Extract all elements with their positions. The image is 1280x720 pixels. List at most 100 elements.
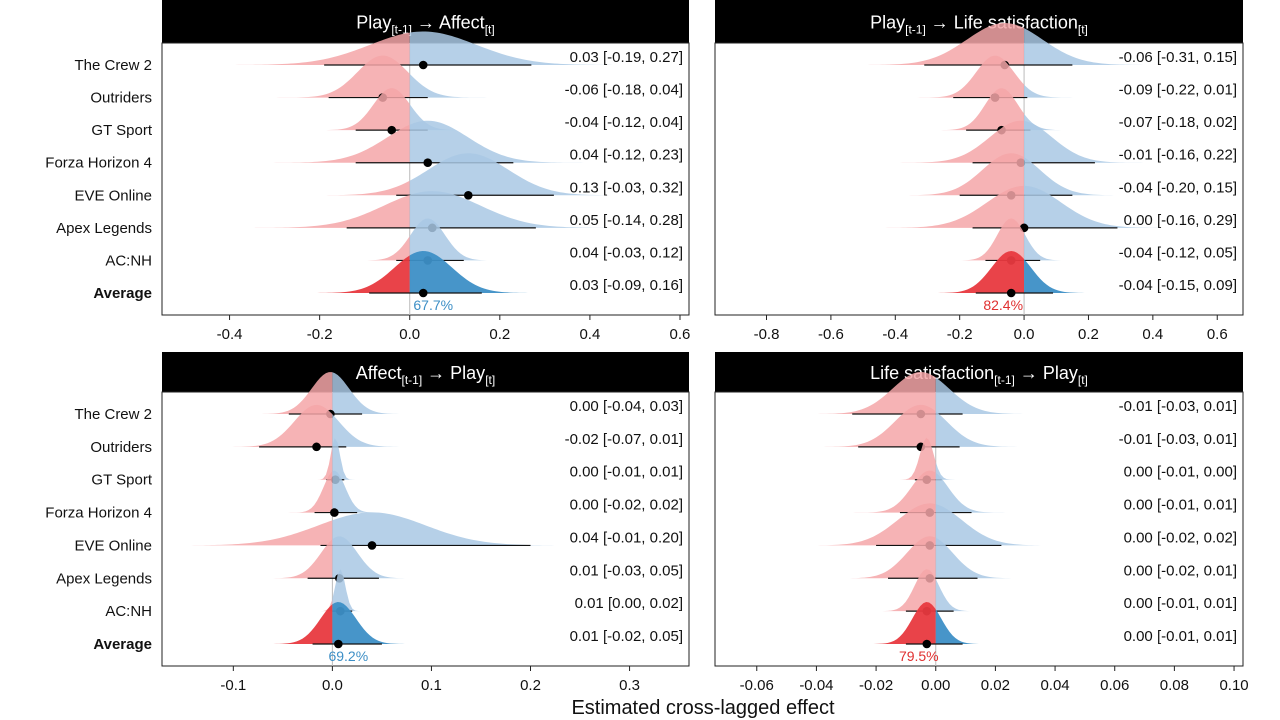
title-part: → Life satisfaction [926,13,1078,33]
panel-3: Affect[t-1] → Play[t] -0.1 0.0 0.1 0.2 0.3 0.0… [45,352,690,694]
density-positive [332,512,689,546]
x-tick-label: 0.2 [489,326,510,343]
estimate-label: -0.04 [-0.12, 0.05] [1119,244,1237,261]
density-negative [715,404,936,447]
density-positive [935,504,1243,546]
row-the-crew-2: 0.03 [-0.19, 0.27] The Crew 2 [74,31,689,74]
estimate-label: 0.01 [-0.03, 0.05] [570,562,683,579]
estimate-label: 0.00 [-0.02, 0.02] [570,497,683,514]
row-outriders: -0.02 [-0.07, 0.01] Outriders [90,404,689,456]
row-label: AC:NH [105,603,152,620]
point-estimate [418,60,428,70]
row-average: -0.04 [-0.15, 0.09] 82.4% [715,251,1243,313]
density-positive [332,372,689,414]
estimate-label: 0.01 [0.00, 0.02] [575,595,683,612]
density-positive [1024,28,1243,65]
title-part: → Affect [412,13,485,33]
point-estimate [334,639,343,649]
panel-header [162,352,689,392]
x-tick-label: 0.0 [322,677,343,694]
estimate-label: -0.01 [-0.03, 0.01] [1119,398,1237,415]
x-tick-label: 0.0 [1014,326,1035,343]
estimate-label: -0.04 [-0.12, 0.04] [565,114,683,131]
estimate-label: -0.04 [-0.20, 0.15] [1119,179,1237,196]
row-label: Outriders [90,439,152,456]
row-label: Average [93,285,152,302]
density-negative [162,124,410,163]
row-label: Apex Legends [56,220,152,237]
density-negative [715,503,936,546]
density-positive [332,602,689,644]
x-tick-label: -0.06 [740,677,774,694]
estimate-label: 0.04 [-0.12, 0.23] [570,147,683,164]
density-negative [162,55,410,98]
plot-frame [714,391,1244,667]
density-positive [1024,259,1243,293]
point-estimate [312,442,321,452]
row-apex-legends: 0.00 [-0.02, 0.01] [715,536,1243,583]
title-part: Life satisfaction [870,363,994,383]
x-tick-label: -0.1 [220,677,246,694]
probability-label: 67.7% [413,297,453,313]
density-negative [162,471,333,513]
x-tick-label: 0.4 [1142,326,1163,343]
x-tick-label: 0.1 [421,677,442,694]
density-positive [935,537,1243,579]
x-tick-label: -0.4 [882,326,908,343]
estimate-label: -0.06 [-0.31, 0.15] [1119,49,1237,66]
density-positive [1024,157,1243,196]
point-estimate [330,508,339,517]
row-label: AC:NH [105,252,152,269]
x-tick-label: -0.04 [799,677,833,694]
density-negative [715,437,936,480]
x-tick-label: -0.6 [818,326,844,343]
x-tick-label: -0.8 [754,326,780,343]
density-positive [409,120,689,163]
density-negative [162,180,410,196]
density-negative [162,32,410,65]
probability-label: 69.2% [328,648,368,664]
panel-2: Play[t-1] → Life satisfaction[t] -0.8 -0.6… [714,0,1244,343]
row-label: The Crew 2 [74,406,152,423]
panel-header [715,352,1243,392]
row-forza-horizon-4: 0.04 [-0.12, 0.23] Forza Horizon 4 [45,120,689,172]
title-part: Affect [356,363,402,383]
x-axis-title: Estimated cross-lagged effect [571,697,835,719]
density-negative [715,185,1025,228]
panel-4: Life satisfaction[t-1] → Play[t] -0.06 -0.… [714,352,1249,694]
point-estimate [367,541,377,550]
row-label: EVE Online [74,537,152,554]
title-subscript: [t] [1078,373,1088,387]
row-average: 0.03 [-0.09, 0.16] Average 67.7% [93,251,689,313]
density-negative [162,404,333,447]
estimate-label: 0.00 [-0.01, 0.00] [1124,464,1237,481]
title-subscript: [t] [485,23,495,37]
x-tick-label: 0.04 [1040,677,1069,694]
title-part: → Play [1015,363,1078,383]
estimate-label: 0.05 [-0.14, 0.28] [570,212,683,229]
title-subscript: [t-1] [994,373,1015,387]
title-subscript: [t] [485,373,495,387]
row-eve-online: 0.04 [-0.01, 0.20] EVE Online [74,512,689,554]
estimate-label: -0.07 [-0.18, 0.02] [1119,114,1237,131]
density-negative [715,153,1025,196]
title-subscript: [t-1] [401,373,422,387]
row-label: Forza Horizon 4 [45,505,152,522]
x-tick-label: 0.4 [579,326,600,343]
row-label: Apex Legends [56,570,152,587]
estimate-label: 0.00 [-0.01, 0.01] [1124,595,1237,612]
density-positive [935,411,1243,447]
x-tick-label: -0.4 [217,326,243,343]
row-outriders: -0.01 [-0.03, 0.01] [715,404,1243,452]
probability-label: 79.5% [899,648,939,664]
row-label: GT Sport [91,122,152,139]
x-tick-label: -0.2 [307,326,333,343]
density-negative [715,569,936,612]
density-positive [1024,120,1243,163]
point-estimate [922,639,932,649]
density-negative [715,470,936,513]
x-tick-label: 0.2 [520,677,541,694]
density-negative [162,194,410,228]
row-average: 0.00 [-0.01, 0.01] 79.5% [715,602,1243,664]
